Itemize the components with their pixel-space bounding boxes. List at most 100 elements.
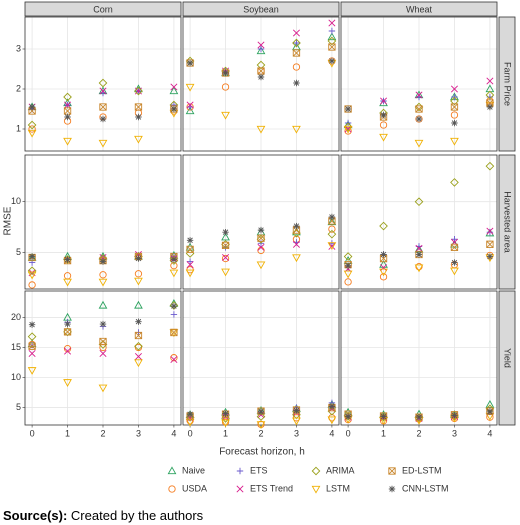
x-tick-label: 1 bbox=[223, 428, 228, 438]
legend-marker bbox=[236, 485, 244, 493]
data-point bbox=[379, 412, 388, 422]
data-point bbox=[186, 410, 194, 418]
x-tick-label: 2 bbox=[258, 428, 263, 438]
data-point bbox=[415, 115, 423, 123]
data-point bbox=[170, 355, 178, 364]
data-point bbox=[343, 122, 353, 132]
data-point bbox=[328, 213, 336, 221]
data-point bbox=[98, 139, 108, 148]
data-point bbox=[134, 341, 143, 351]
x-tick-label: 4 bbox=[487, 428, 492, 438]
panel-border bbox=[340, 154, 498, 290]
data-point bbox=[343, 270, 353, 279]
data-point bbox=[257, 243, 265, 251]
panel-border bbox=[340, 16, 498, 152]
data-point bbox=[486, 408, 494, 415]
data-point bbox=[379, 221, 388, 231]
data-point bbox=[99, 337, 107, 346]
data-point bbox=[99, 87, 107, 95]
data-point bbox=[27, 332, 37, 342]
data-point bbox=[450, 243, 459, 252]
data-point bbox=[221, 83, 230, 91]
data-point bbox=[170, 354, 178, 362]
data-point bbox=[485, 399, 495, 408]
data-point bbox=[414, 139, 424, 148]
data-point bbox=[63, 327, 72, 337]
data-point bbox=[415, 244, 423, 252]
data-point bbox=[451, 119, 458, 127]
y-tick-label: 20 bbox=[11, 312, 21, 322]
data-point bbox=[328, 43, 336, 51]
data-point bbox=[414, 197, 424, 207]
data-point bbox=[64, 101, 72, 109]
data-point bbox=[415, 91, 423, 99]
data-point bbox=[64, 320, 71, 328]
legend-label: ARIMA bbox=[326, 465, 355, 475]
data-point bbox=[63, 379, 72, 387]
data-point bbox=[63, 92, 72, 102]
data-point bbox=[28, 349, 36, 358]
data-point bbox=[256, 261, 266, 270]
data-point bbox=[292, 49, 301, 57]
data-point bbox=[451, 412, 458, 419]
column-strip bbox=[182, 1, 340, 17]
data-point bbox=[292, 417, 301, 426]
x-tick-label: 3 bbox=[136, 428, 141, 438]
data-point bbox=[134, 300, 143, 309]
legend-label: ED-LSTM bbox=[402, 465, 442, 475]
data-point bbox=[222, 69, 229, 77]
data-point bbox=[169, 329, 179, 338]
row-strip bbox=[498, 16, 516, 152]
data-point bbox=[292, 29, 300, 37]
data-point bbox=[186, 245, 194, 254]
data-point bbox=[170, 262, 178, 270]
legend-marker bbox=[167, 466, 177, 475]
legend-label: LSTM bbox=[326, 483, 350, 493]
data-point bbox=[344, 262, 352, 269]
data-point bbox=[170, 302, 178, 310]
caption-label: Source(s): bbox=[3, 508, 68, 523]
data-point bbox=[414, 413, 424, 423]
data-point bbox=[293, 407, 300, 414]
x-tick-label: 0 bbox=[188, 428, 193, 438]
data-point bbox=[256, 125, 266, 134]
panel-border bbox=[340, 290, 498, 426]
data-point bbox=[134, 331, 143, 340]
data-point bbox=[451, 259, 458, 266]
data-point bbox=[185, 83, 195, 92]
panel-border bbox=[182, 290, 340, 426]
legend-label: CNN-LSTM bbox=[402, 483, 449, 493]
data-point bbox=[63, 328, 72, 336]
data-point bbox=[292, 38, 301, 48]
data-point bbox=[328, 57, 336, 65]
data-point bbox=[222, 410, 229, 417]
x-tick-label: 4 bbox=[171, 428, 176, 438]
panel-border bbox=[182, 16, 340, 152]
data-point bbox=[379, 273, 388, 281]
legend-label: USDA bbox=[182, 483, 207, 493]
data-point bbox=[486, 227, 494, 235]
data-point bbox=[292, 63, 301, 71]
data-point bbox=[63, 278, 72, 287]
data-point bbox=[186, 59, 194, 67]
legend-label: ETS bbox=[250, 465, 268, 475]
data-point bbox=[450, 103, 459, 111]
y-tick-label: 5 bbox=[16, 247, 21, 257]
legend-marker bbox=[311, 485, 321, 494]
data-point bbox=[257, 45, 265, 53]
data-point bbox=[169, 269, 179, 278]
legend-marker bbox=[168, 485, 176, 493]
data-point bbox=[185, 269, 195, 278]
row-label: Yield bbox=[503, 348, 513, 368]
chart: RMSE Forecast horizon, h Corn Soybean Whea… bbox=[3, 1, 516, 494]
data-point bbox=[327, 416, 337, 425]
y-tick-label: 10 bbox=[11, 372, 21, 382]
data-point bbox=[185, 106, 195, 115]
x-tick-label: 2 bbox=[416, 428, 421, 438]
data-point bbox=[256, 421, 266, 430]
data-point bbox=[379, 121, 388, 129]
data-point bbox=[99, 271, 107, 279]
data-point bbox=[63, 345, 72, 353]
data-point bbox=[293, 222, 300, 230]
x-tick-label: 3 bbox=[452, 428, 457, 438]
